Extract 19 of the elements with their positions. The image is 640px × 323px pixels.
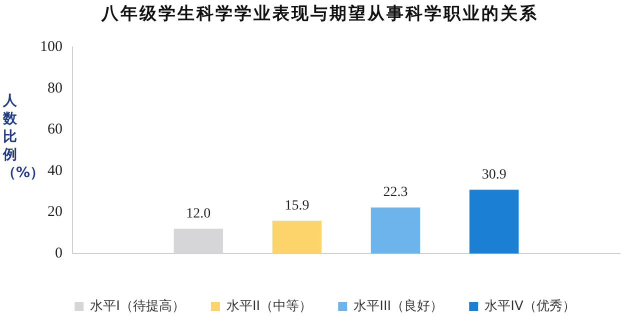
y-tick-label: 40 xyxy=(48,162,62,179)
y-axis-title: 人数比例（%） xyxy=(2,92,44,182)
chart-title: 八年级学生科学学业表现与期望从事科学职业的关系 xyxy=(100,3,540,25)
y-tick-label: 80 xyxy=(48,80,62,96)
data-label: 22.3 xyxy=(383,185,408,200)
y-tick-label: 20 xyxy=(48,204,62,220)
legend-label: 水平II（中等） xyxy=(226,298,312,314)
y-tick-label: 100 xyxy=(40,38,62,55)
bar xyxy=(469,190,519,254)
bar xyxy=(272,220,322,254)
y-tick-label: 60 xyxy=(48,122,62,138)
legend-label: 水平III（良好） xyxy=(354,298,444,314)
data-label: 12.0 xyxy=(186,206,211,222)
bar xyxy=(370,208,420,254)
legend-label: 水平I（待提高） xyxy=(90,298,185,314)
data-label: 15.9 xyxy=(284,198,310,214)
data-label: 30.9 xyxy=(482,167,506,182)
legend-label: 水平IV（优秀） xyxy=(484,298,576,314)
y-tick-label: 0 xyxy=(55,246,62,262)
